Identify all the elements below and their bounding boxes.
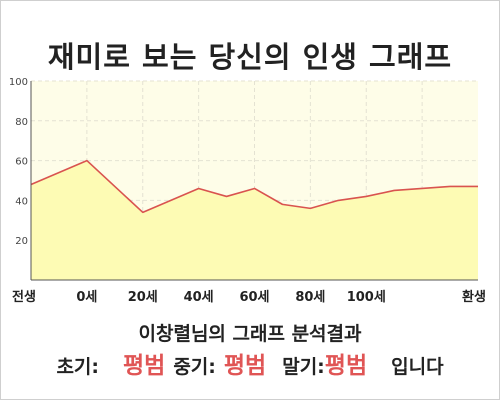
x-tick-label: 20세: [128, 290, 158, 305]
x-tick-label: 60세: [239, 290, 269, 305]
x-tick-label: 40세: [184, 290, 214, 305]
page-title: 재미로 보는 당신의 인생 그래프: [47, 40, 453, 74]
late-label: 말기:: [282, 356, 325, 378]
middle-value: 평범: [223, 353, 267, 379]
y-tick-label: 20: [15, 236, 28, 247]
y-tick-label: 80: [15, 117, 28, 128]
result-line: 초기: 평범 중기: 평범 말기:평범 입니다: [0, 346, 500, 380]
x-tick-label: 80세: [295, 290, 325, 305]
y-tick-label: 40: [15, 196, 28, 207]
area-fill: [31, 160, 478, 280]
y-tick-label: 60: [15, 157, 28, 168]
x-tick-label: 0세: [76, 290, 97, 305]
early-label: 초기:: [56, 356, 99, 378]
x-tick-label: 100세: [347, 290, 386, 305]
analysis-caption: 이창렬님의 그래프 분석결과: [138, 323, 362, 345]
x-tick-label: 환생: [462, 289, 486, 305]
early-value: 평범: [123, 353, 166, 379]
x-tick-label: 전생: [12, 289, 36, 305]
y-tick-label: 100: [9, 77, 28, 88]
middle-label: 중기:: [173, 356, 216, 378]
series-line: [30, 159, 478, 214]
result-suffix: 입니다: [391, 356, 444, 378]
late-value: 평범: [324, 353, 368, 379]
